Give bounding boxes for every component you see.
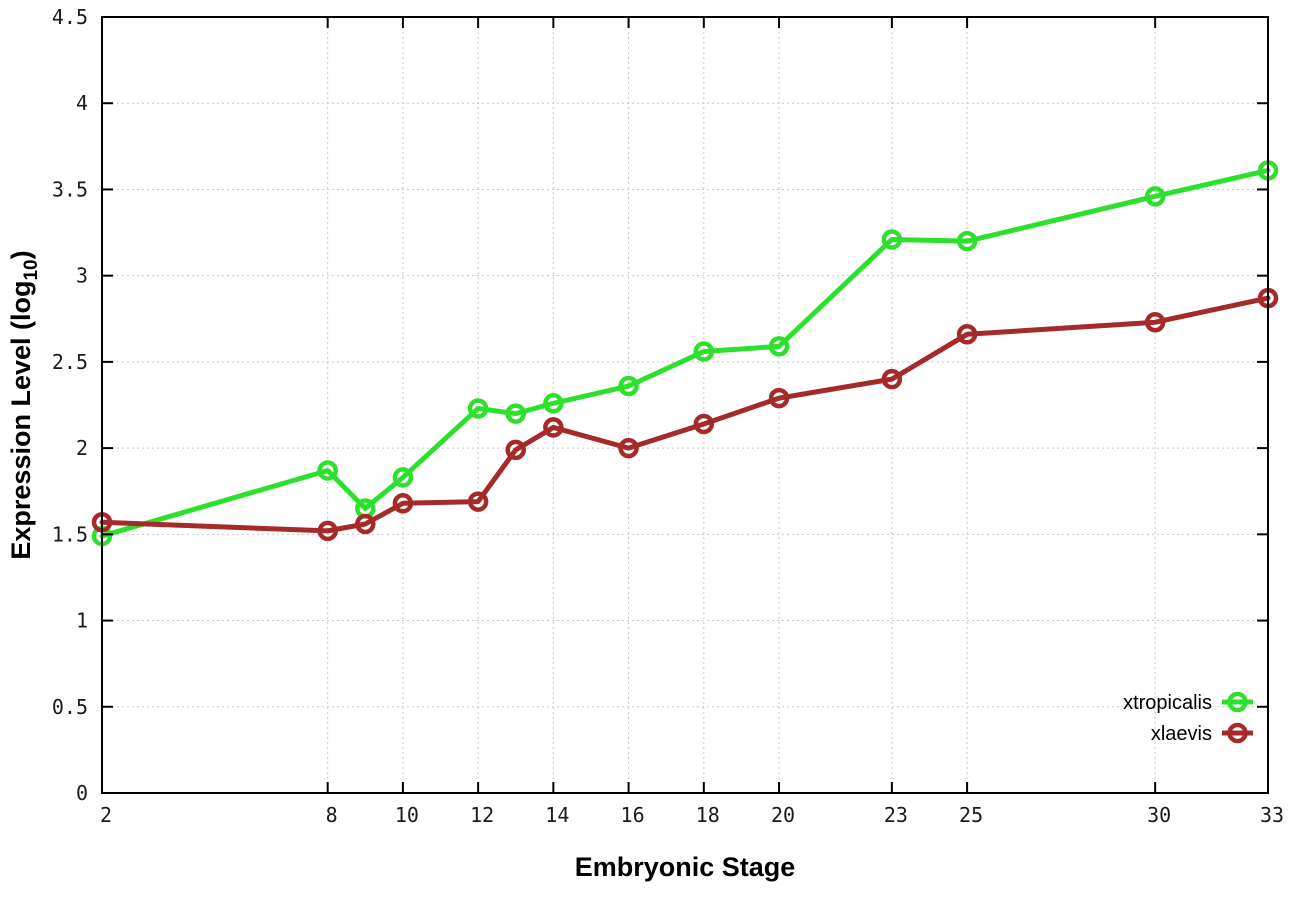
y-tick-label: 2.5 — [52, 350, 88, 374]
y-tick-label: 3 — [76, 264, 88, 288]
marker-xlaevis — [467, 491, 489, 512]
marker-xtropicalis — [467, 398, 489, 419]
series-line-xtropicalis — [99, 167, 1271, 539]
border-layer — [101, 16, 1269, 794]
marker-xtropicalis — [543, 393, 564, 414]
tick-label-layer: 0 0.5 1 1.5 2 2.5 3 3.5 4 4.5 2 8 10 12 14 16 18 20 23 25 30… — [52, 5, 1284, 827]
marker-xtropicalis — [618, 375, 639, 397]
marker-xtropicalis — [392, 467, 414, 488]
x-tick-label: 30 — [1147, 803, 1171, 827]
x-tick-label: 16 — [621, 803, 645, 827]
marker-xlaevis — [505, 439, 526, 461]
x-tick-label: 18 — [696, 803, 720, 827]
y-tick-label: 4 — [76, 91, 88, 115]
x-axis-title: Embryonic Stage — [575, 852, 796, 882]
marker-xtropicalis — [505, 403, 526, 424]
x-tick-label: 23 — [884, 803, 908, 827]
y-tick-label: 4.5 — [52, 5, 88, 29]
grid-layer — [101, 16, 1269, 794]
x-tick-label: 2 — [100, 803, 112, 827]
series-line-xlaevis — [99, 295, 1271, 534]
marker-xtropicalis — [956, 230, 978, 252]
legend-marker-xtropicalis — [1227, 691, 1248, 713]
marker-xlaevis — [768, 387, 790, 409]
x-tick-label: 12 — [470, 803, 494, 827]
y-tick-label: 3.5 — [52, 177, 88, 201]
y-tick-label: 1.5 — [52, 522, 88, 546]
marker-xlaevis — [392, 493, 414, 514]
marker-xlaevis — [317, 520, 338, 542]
marker-xlaevis — [543, 417, 564, 438]
tick-layer — [101, 16, 1269, 794]
marker-xlaevis — [355, 513, 376, 535]
x-tick-label: 33 — [1260, 803, 1284, 827]
marker-xtropicalis — [768, 336, 790, 357]
series-layer — [91, 160, 1279, 547]
marker-xlaevis — [956, 324, 978, 345]
legend-marker-xlaevis — [1227, 722, 1248, 744]
marker-xtropicalis — [881, 229, 903, 250]
x-tick-label: 25 — [959, 803, 983, 827]
y-tick-label: 1 — [76, 609, 88, 633]
marker-xtropicalis — [693, 341, 715, 362]
x-tick-label: 8 — [326, 803, 338, 827]
y-axis-title: Expression Level (log10) — [6, 250, 42, 559]
x-tick-label: 20 — [771, 803, 795, 827]
plot-border — [101, 16, 1269, 794]
legend-label-xtropicalis: xtropicalis — [1123, 692, 1212, 714]
legend-label-xlaevis: xlaevis — [1151, 723, 1212, 745]
marker-xtropicalis — [317, 460, 338, 481]
x-tick-label: 14 — [545, 803, 569, 827]
y-tick-label: 0 — [76, 781, 88, 805]
marker-xlaevis — [1144, 311, 1166, 333]
marker-xtropicalis — [1144, 186, 1166, 207]
marker-xlaevis — [618, 437, 639, 459]
marker-xlaevis — [693, 413, 715, 435]
x-tick-label: 10 — [395, 803, 419, 827]
legend: xtropicalis xlaevis — [1123, 691, 1253, 745]
y-tick-label: 0.5 — [52, 695, 88, 719]
y-tick-label: 2 — [76, 436, 88, 460]
marker-xlaevis — [881, 368, 903, 390]
